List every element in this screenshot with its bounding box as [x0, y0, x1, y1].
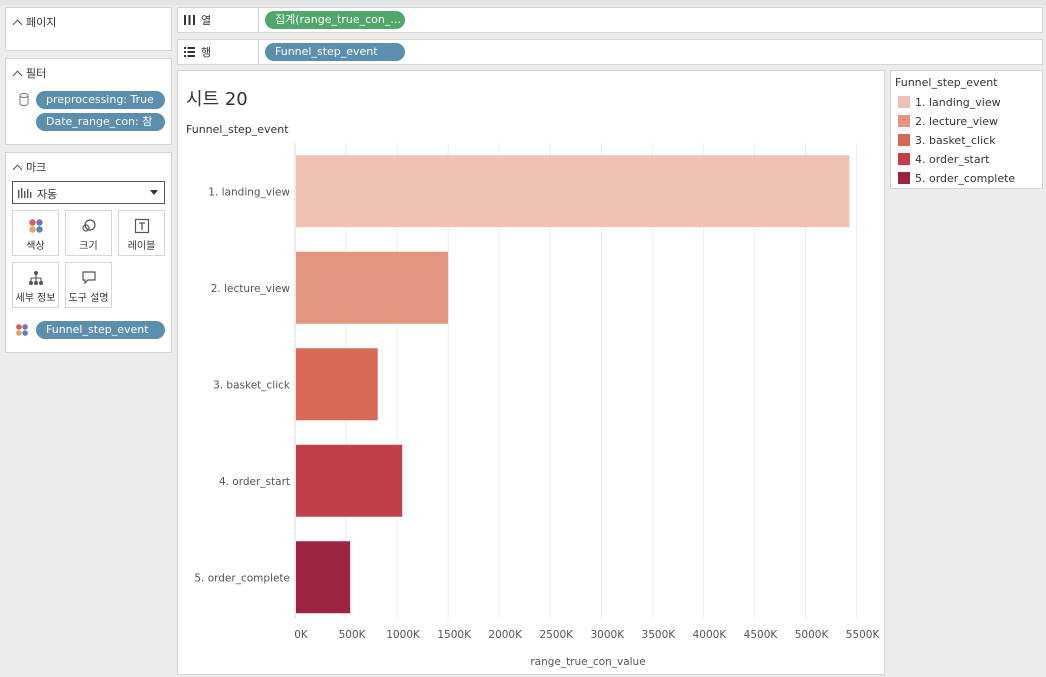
marks-card: 마크 자동 색상 크기 레이블 세부 정보 [5, 152, 172, 353]
rows-shelf-label: 행 [184, 40, 211, 64]
detail-hierarchy-icon [28, 271, 43, 285]
pages-card-title: 페이지 [26, 16, 57, 29]
color-field-icon [16, 324, 28, 336]
legend-swatch [898, 172, 910, 184]
filters-card-header[interactable]: 필터 [12, 65, 47, 81]
y-tick-label: 2. lecture_view [211, 283, 291, 295]
rows-icon [184, 47, 195, 57]
legend-item[interactable]: 4. order_start [898, 152, 989, 166]
y-tick-label: 5. order_complete [194, 572, 290, 584]
y-tick-label: 1. landing_view [208, 186, 290, 198]
detail-button-label: 세부 정보 [15, 293, 56, 304]
filter-pill-date-range[interactable]: Date_range_con: 참 [36, 113, 165, 131]
size-button-label: 크기 [79, 241, 98, 252]
collapse-caret-icon[interactable] [12, 70, 23, 80]
legend-label: 3. basket_click [915, 133, 996, 147]
bar[interactable] [296, 251, 449, 324]
x-tick-label: 3000K [591, 629, 626, 641]
x-tick-label: 4500K [744, 629, 779, 641]
legend-label: 4. order_start [915, 152, 990, 166]
x-tick-label: 3500K [642, 629, 677, 641]
tooltip-speech-icon [81, 271, 96, 285]
pages-card-header[interactable]: 페이지 [12, 14, 57, 30]
bar[interactable] [296, 541, 351, 614]
x-tick-label: 2500K [539, 629, 574, 641]
label-button[interactable]: 레이블 [118, 210, 165, 256]
color-legend: Funnel_step_event 1. landing_view 2. lect… [890, 70, 1043, 189]
columns-pill[interactable]: 집계(range_true_con_... [265, 11, 405, 29]
x-tick-label: 0K [294, 629, 309, 641]
legend-swatch [898, 134, 910, 146]
filters-card-title: 필터 [26, 67, 47, 80]
rows-label-text: 행 [201, 46, 212, 59]
columns-shelf: 열 집계(range_true_con_... [177, 7, 1043, 33]
database-icon [19, 93, 29, 106]
legend-swatch [898, 153, 910, 165]
legend-item[interactable]: 1. landing_view [898, 95, 1001, 109]
color-button-label: 색상 [26, 241, 45, 252]
marks-card-header[interactable]: 마크 [12, 159, 47, 175]
x-tick-label: 2000K [488, 629, 523, 641]
bar[interactable] [296, 348, 378, 421]
y-tick-label: 4. order_start [219, 476, 290, 488]
text-label-icon [134, 218, 149, 234]
x-tick-label: 1500K [437, 629, 472, 641]
x-tick-label: 5500K [846, 629, 881, 641]
color-field-pill[interactable]: Funnel_step_event [36, 321, 165, 339]
mark-type-dropdown[interactable]: 자동 [12, 181, 165, 204]
columns-label-text: 열 [201, 14, 212, 27]
shelf-divider [258, 8, 259, 32]
bar[interactable] [296, 155, 850, 228]
pages-card: 페이지 [5, 7, 172, 51]
legend-label: 2. lecture_view [915, 114, 999, 128]
legend-item[interactable]: 5. order_complete [898, 171, 1015, 185]
dropdown-arrow-icon [150, 190, 158, 195]
y-tick-label: 3. basket_click [213, 379, 291, 391]
sheet-title[interactable]: 시트 20 [186, 89, 248, 110]
sheet-view: 시트 20 Funnel_step_event 1. landing_view 2… [177, 70, 885, 675]
legend-item[interactable]: 2. lecture_view [898, 114, 998, 128]
x-axis-title: range_true_con_value [530, 656, 645, 668]
mark-type-value: 자동 [37, 188, 58, 201]
x-tick-label: 4000K [693, 629, 728, 641]
shelf-divider [258, 40, 259, 64]
row-header-label[interactable]: Funnel_step_event [186, 123, 289, 136]
x-tick-label: 1000K [386, 629, 421, 641]
tooltip-button-label: 도구 설명 [68, 293, 109, 304]
marks-card-title: 마크 [26, 161, 47, 174]
filters-card: 필터 preprocessing: True Date_range_con: 참 [5, 58, 172, 145]
color-icon [28, 219, 43, 233]
legend-swatch [898, 115, 910, 127]
legend-swatch [898, 96, 910, 108]
detail-button[interactable]: 세부 정보 [12, 262, 59, 308]
columns-icon [184, 15, 195, 25]
legend-label: 5. order_complete [915, 171, 1016, 185]
tooltip-button[interactable]: 도구 설명 [65, 262, 112, 308]
columns-shelf-label: 열 [184, 8, 211, 32]
color-button[interactable]: 색상 [12, 210, 59, 256]
rows-shelf: 행 Funnel_step_event [177, 39, 1043, 65]
legend-item[interactable]: 3. basket_click [898, 133, 996, 147]
filter-pill-preprocessing[interactable]: preprocessing: True [36, 91, 165, 109]
bar[interactable] [296, 444, 403, 517]
legend-title: Funnel_step_event [895, 76, 998, 89]
bar-chart: 1. landing_view 2. lecture_view 3. basket_… [194, 143, 881, 668]
collapse-caret-icon[interactable] [12, 164, 23, 174]
bar-chart-icon [18, 188, 32, 198]
x-tick-label: 5000K [795, 629, 830, 641]
size-icon [81, 219, 96, 232]
collapse-caret-icon[interactable] [12, 19, 23, 29]
top-tab-strip [0, 0, 1046, 5]
rows-pill[interactable]: Funnel_step_event [265, 43, 405, 61]
size-button[interactable]: 크기 [65, 210, 112, 256]
label-button-label: 레이블 [127, 241, 156, 252]
x-tick-label: 500K [339, 629, 367, 641]
legend-label: 1. landing_view [915, 95, 1001, 109]
